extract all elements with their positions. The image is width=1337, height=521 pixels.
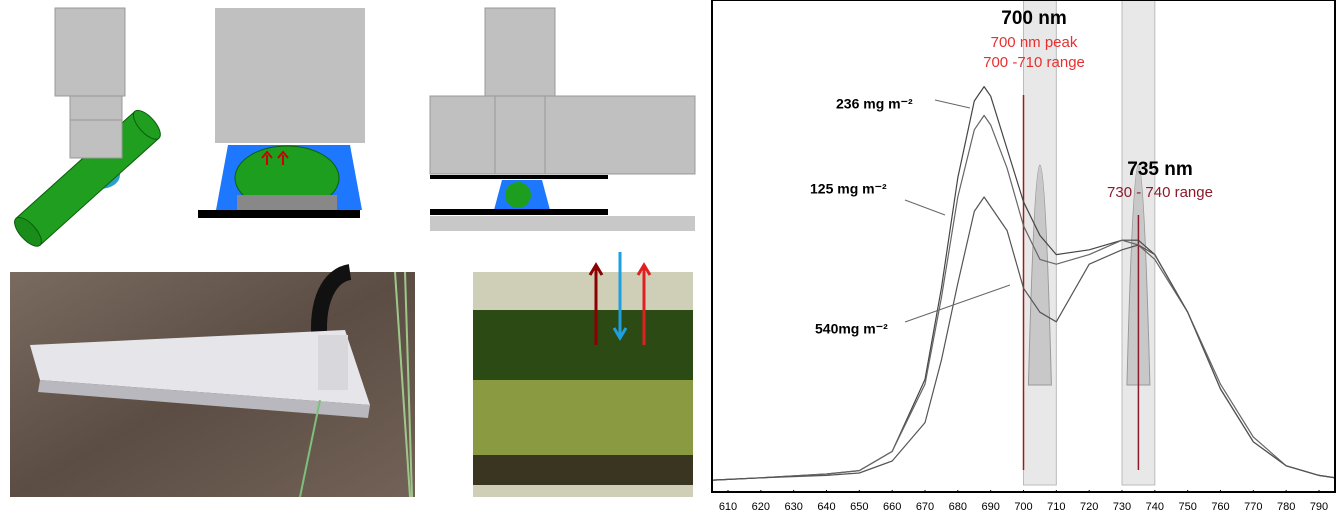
x-tick-label: 790 <box>1310 501 1328 513</box>
x-tick-label: 620 <box>752 501 770 513</box>
probe-diagram-1 <box>10 8 165 251</box>
x-tick-label: 740 <box>1146 501 1164 513</box>
photo-leaf-section <box>473 252 693 497</box>
x-tick-label: 780 <box>1277 501 1295 513</box>
annotation: 730 - 740 range <box>1107 184 1213 201</box>
x-tick-label: 630 <box>784 501 802 513</box>
x-tick-label: 680 <box>949 501 967 513</box>
x-tick-label: 650 <box>850 501 868 513</box>
x-tick-label: 640 <box>817 501 835 513</box>
annotation: 700 nm peak <box>991 34 1078 51</box>
annotation: 700 -710 range <box>983 54 1085 71</box>
series-label: 125 mg m⁻² <box>810 181 887 197</box>
x-tick-label: 730 <box>1113 501 1131 513</box>
probe-diagram-3 <box>430 8 695 231</box>
x-tick-label: 710 <box>1047 501 1065 513</box>
x-tick-label: 720 <box>1080 501 1098 513</box>
probe-diagram-2 <box>198 8 365 218</box>
x-tick-label: 750 <box>1178 501 1196 513</box>
x-tick-label: 670 <box>916 501 934 513</box>
x-tick-label: 690 <box>981 501 999 513</box>
x-tick-label: 610 <box>719 501 737 513</box>
annotation: 700 nm <box>1001 8 1066 29</box>
series-label: 236 mg m⁻² <box>836 96 913 112</box>
figure: 700 nm 700 nm peak 700 -710 range 735 nm… <box>0 0 1337 521</box>
x-tick-label: 700 <box>1014 501 1032 513</box>
photo-probe <box>10 272 415 497</box>
x-tick-label: 770 <box>1244 501 1262 513</box>
series-label: 540mg m⁻² <box>815 321 888 337</box>
x-tick-label: 760 <box>1211 501 1229 513</box>
annotation: 735 nm <box>1127 159 1192 180</box>
x-tick-label: 660 <box>883 501 901 513</box>
